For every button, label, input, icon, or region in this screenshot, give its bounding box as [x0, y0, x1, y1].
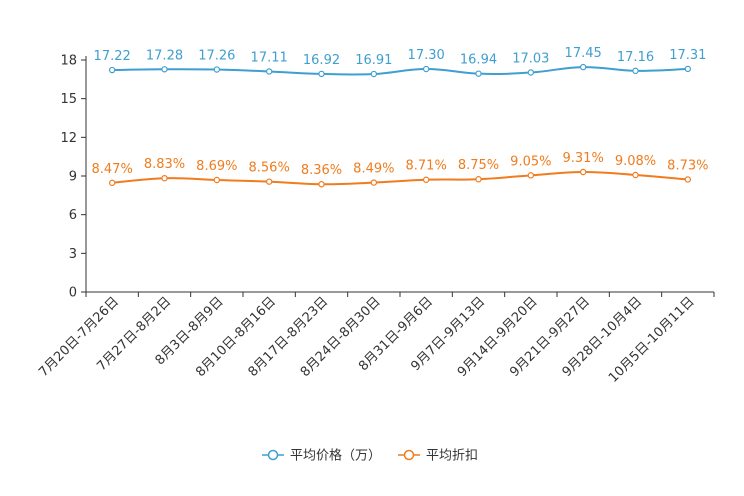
axes: 03691215187月20日-7月26日7月27日-8月2日8月3日-8月9日…	[36, 54, 715, 386]
data-label: 8.75%	[458, 158, 499, 173]
data-point[interactable]	[684, 65, 692, 73]
data-point[interactable]	[422, 65, 430, 73]
y-tick-label: 18	[60, 54, 77, 69]
data-point[interactable]	[684, 176, 692, 183]
data-point[interactable]	[161, 66, 168, 73]
y-tick-label: 12	[60, 131, 77, 146]
data-label: 8.69%	[196, 159, 237, 174]
data-label: 8.36%	[301, 163, 342, 178]
data-point[interactable]	[475, 70, 482, 77]
data-label: 8.73%	[667, 158, 708, 173]
data-point[interactable]	[527, 69, 535, 76]
data-label: 17.45	[565, 46, 602, 61]
data-label: 9.05%	[510, 154, 551, 169]
data-point[interactable]	[108, 179, 116, 187]
data-label: 16.91	[355, 53, 392, 68]
y-tick-label: 9	[69, 170, 77, 185]
y-tick-label: 3	[69, 247, 77, 262]
series-line	[112, 170, 688, 186]
legend: 平均价格（万） 平均折扣	[262, 448, 478, 464]
data-point[interactable]	[422, 176, 430, 183]
data-label: 17.22	[94, 49, 131, 64]
data-point[interactable]	[579, 63, 587, 71]
data-label: 17.28	[146, 48, 183, 63]
data-label: 17.30	[408, 48, 445, 63]
data-label: 17.31	[669, 48, 706, 63]
data-label: 8.83%	[144, 157, 185, 172]
data-point[interactable]	[527, 172, 535, 179]
data-point[interactable]	[579, 168, 587, 176]
data-point[interactable]	[632, 171, 639, 179]
legend-label: 平均价格（万）	[290, 448, 381, 464]
data-point[interactable]	[632, 67, 639, 75]
series-1: 17.22 17.28 17.26 17.11 16.92 16.91 17.30 16.94…	[94, 46, 706, 78]
data-point[interactable]	[265, 178, 273, 185]
data-point[interactable]	[370, 179, 378, 186]
data-label: 16.94	[460, 53, 497, 68]
data-point[interactable]	[475, 176, 482, 183]
data-label: 8.71%	[406, 159, 447, 174]
legend-label: 平均折扣	[426, 449, 478, 464]
data-point[interactable]	[108, 66, 116, 74]
y-tick-label: 6	[69, 208, 77, 223]
data-point[interactable]	[213, 66, 221, 73]
data-point[interactable]	[370, 70, 378, 78]
data-point[interactable]	[213, 176, 221, 184]
data-point[interactable]	[318, 70, 325, 78]
data-point[interactable]	[161, 174, 168, 182]
data-label: 17.11	[251, 50, 288, 65]
data-label: 17.26	[198, 49, 235, 64]
legend-item-1[interactable]: 平均价格（万）	[262, 448, 381, 464]
data-label: 17.03	[512, 52, 549, 67]
y-tick-label: 15	[60, 92, 77, 107]
legend-item-2[interactable]: 平均折扣	[398, 449, 478, 464]
data-label: 17.16	[617, 50, 654, 65]
data-point[interactable]	[318, 181, 325, 188]
data-label: 9.31%	[563, 151, 604, 166]
legend-marker-icon	[267, 449, 279, 461]
series-line	[112, 66, 688, 76]
data-label: 16.92	[303, 53, 340, 68]
series-2: 8.47% 8.83% 8.69% 8.56% 8.36% 8.49% 8.71% 8.75%…	[92, 151, 708, 188]
data-label: 8.56%	[249, 161, 290, 176]
data-label: 8.47%	[92, 162, 133, 177]
legend-marker-icon	[403, 449, 415, 461]
y-tick-label: 0	[69, 286, 77, 301]
data-point[interactable]	[265, 68, 273, 75]
series-layer: 17.22 17.28 17.26 17.11 16.92 16.91 17.30 16.94…	[92, 46, 708, 188]
data-label: 9.08%	[615, 154, 656, 169]
data-label: 8.49%	[353, 162, 394, 177]
